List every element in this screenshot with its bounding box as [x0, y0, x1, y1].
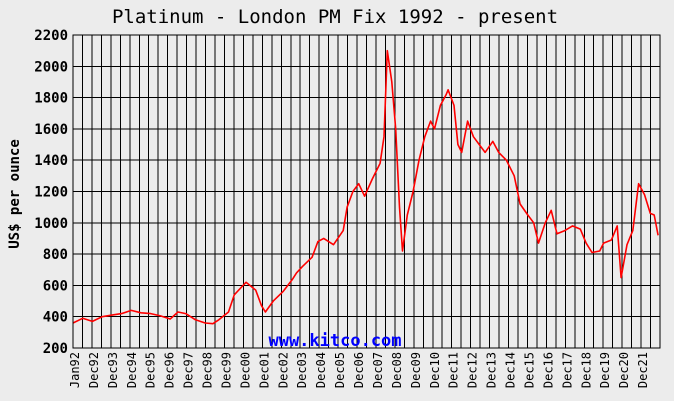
y-tick-label: 1400 [34, 153, 68, 169]
x-tick-label: Dec08 [390, 352, 404, 388]
grid [73, 34, 660, 349]
x-tick-label: Dec17 [560, 352, 574, 388]
series-layer [72, 49, 659, 325]
y-tick-label: 1600 [34, 122, 68, 138]
chart-title: Platinum - London PM Fix 1992 - present [112, 6, 558, 28]
x-tick-label: Dec98 [201, 352, 215, 388]
y-tick-label: 400 [43, 310, 68, 326]
y-tick-label: 2000 [34, 59, 68, 75]
y-axis-label: US$ per ounce [7, 139, 23, 249]
x-tick-label: Dec14 [504, 352, 518, 388]
x-tick-label: Dec15 [522, 352, 536, 388]
x-tick-label: Dec02 [276, 352, 290, 388]
y-tick-label: 1200 [34, 185, 68, 201]
x-tick-label: Dec12 [466, 352, 480, 388]
x-tick-label: Dec00 [238, 352, 252, 388]
x-tick-label: Dec01 [257, 352, 271, 388]
x-tick-label: Dec07 [371, 352, 385, 388]
y-tick-label: 600 [43, 278, 68, 294]
x-tick-label: Dec11 [447, 352, 461, 388]
x-tick-label: Dec93 [106, 352, 120, 388]
x-tick-label: Dec94 [125, 352, 139, 388]
x-tick-label: Dec19 [598, 352, 612, 388]
series-line [72, 49, 659, 325]
y-tick-label: 2200 [34, 28, 68, 44]
x-tick-label: Dec04 [314, 352, 328, 388]
x-axis: Jan92 Dec92 Dec93 Dec94 Dec95 Dec96 Dec97 Dec98… [68, 352, 650, 388]
x-tick-label: Dec96 [163, 352, 177, 388]
x-tick-label: Dec97 [182, 352, 196, 388]
y-axis: 200 400 600 800 1000 1200 1400 1600 1800 2000 2200 [34, 28, 68, 357]
x-tick-label: Dec21 [636, 352, 650, 388]
x-tick-label: Dec13 [485, 352, 499, 388]
x-tick-label: Dec16 [541, 352, 555, 388]
x-tick-label: Dec20 [617, 352, 631, 388]
y-tick-label: 200 [43, 341, 68, 357]
x-tick-label: Dec95 [144, 352, 158, 388]
y-tick-label: 1000 [34, 216, 68, 232]
x-tick-label: Dec18 [579, 352, 593, 388]
x-tick-label: Jan92 [68, 352, 82, 388]
plot-frame [72, 34, 661, 349]
y-tick-label: 800 [43, 247, 68, 263]
x-tick-label: Dec06 [352, 352, 366, 388]
x-tick-label: Dec99 [219, 352, 233, 388]
x-tick-label: Dec03 [295, 352, 309, 388]
x-tick-label: Dec92 [87, 352, 101, 388]
y-tick-label: 1800 [34, 91, 68, 107]
x-tick-label: Dec10 [428, 352, 442, 388]
x-tick-label: Dec05 [333, 352, 347, 388]
watermark: www.kitco.com [268, 331, 401, 351]
x-tick-label: Dec09 [409, 352, 423, 388]
